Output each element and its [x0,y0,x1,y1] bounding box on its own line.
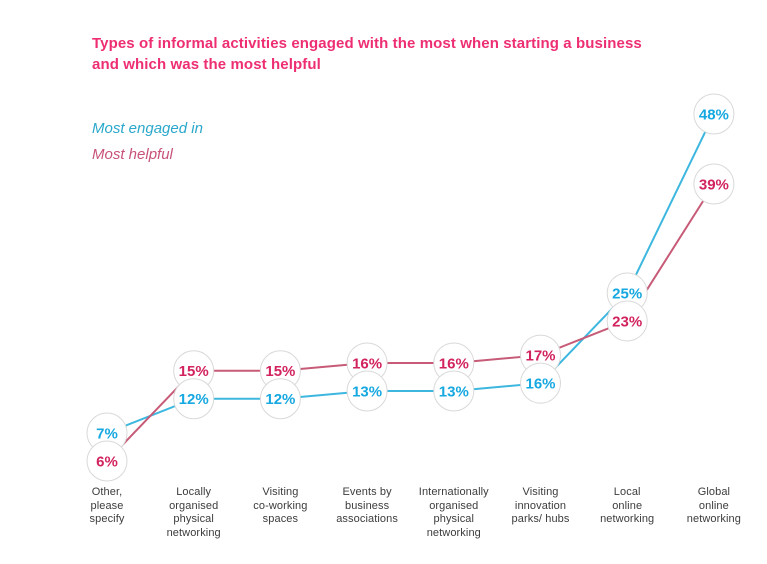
data-point-circle [520,362,561,404]
category-label-line: Visiting [522,486,559,498]
data-point-value: 48% [699,107,729,124]
data-point-circle [346,370,388,412]
category-label-line: networking [166,526,221,539]
data-point-value: 12% [179,391,209,408]
data-point-value: 16% [439,355,469,372]
category-label-line: co-working [253,499,308,512]
category-label-line: Other, [91,486,123,498]
category-label-line: online [612,499,643,512]
category-label: Local online networking [579,486,675,527]
data-point-value: 17% [525,348,555,365]
category-label: Global online networking [666,486,762,527]
data-point-circle [173,378,215,420]
category-label: Other, please specify [59,486,155,527]
category-label-line: Visiting [262,486,299,498]
category-label-line: organised [429,499,479,512]
category-label-line: Locally [176,486,212,498]
chart-title-line2: and which was the most helpful [92,56,321,73]
data-point-circle [693,163,735,205]
category-label-line: business [344,499,390,512]
category-label-line: Global [697,486,731,498]
data-point-value: 39% [699,177,729,194]
category-label-line: physical [433,513,475,525]
chart-title-line1: Types of informal activities engaged wit… [92,35,642,52]
data-point-circle [693,93,735,135]
category-label-line: Local [613,486,641,498]
data-point-value: 7% [96,425,118,442]
data-point-value: 12% [265,391,295,408]
chart-legend: Most engaged in Most helpful [92,116,203,168]
category-label-line: networking [600,513,655,525]
category-label-line: spaces [262,513,299,525]
data-point-circle [606,300,648,342]
category-label-line: organised [169,499,219,512]
chart-title: Types of informal activities engaged wit… [92,33,652,75]
category-label-line: innovation [514,499,567,512]
data-point-value: 6% [96,453,118,470]
category-label: Visiting co-working spaces [232,486,328,527]
data-point-value: 13% [439,383,469,400]
data-point-value: 13% [352,383,382,400]
data-point-value: 23% [612,313,642,330]
category-label: Events by business associations [319,486,415,527]
category-label: Internationally organised physical networki… [406,486,502,540]
category-label-line: associations [336,513,398,525]
data-point-circle [259,378,301,420]
category-label-line: please [90,499,124,512]
category-label-line: physical [173,513,214,525]
data-point-value: 15% [179,363,209,380]
data-point-value: 15% [265,363,295,380]
category-label-line: networking [686,513,741,525]
category-label-line: networking [426,526,481,539]
legend-item-most-helpful: Most helpful [92,146,173,163]
category-label-line: parks/ hubs [511,513,570,525]
data-point-circle [433,370,475,412]
data-point-value: 16% [352,355,382,372]
category-label-line: Events by [342,486,392,498]
category-label-line: specify [89,513,125,525]
category-label-line: online [698,499,729,512]
category-label: Locally organised physical networking [146,486,242,540]
legend-item-most-engaged: Most engaged in [92,120,203,137]
data-point-circle [86,440,128,482]
data-point-value: 25% [612,285,642,302]
category-label-line: Internationally [418,486,489,498]
category-label: Visiting innovation parks/ hubs [493,486,589,527]
data-point-value: 16% [525,376,555,393]
